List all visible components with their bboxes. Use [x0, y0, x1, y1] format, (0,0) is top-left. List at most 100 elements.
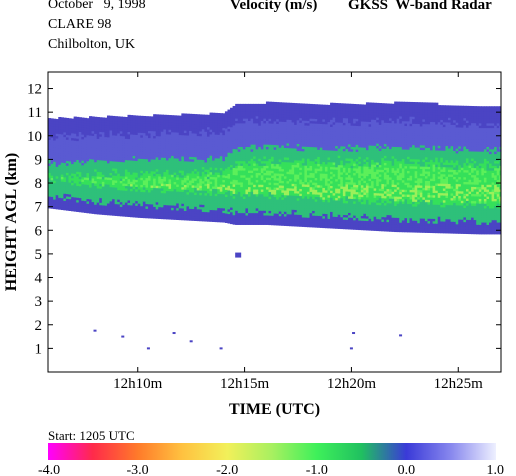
- heatmap-cell: [96, 119, 100, 123]
- heatmap-cell: [250, 165, 254, 169]
- heatmap-cell: [106, 160, 111, 164]
- heatmap-cell: [230, 216, 234, 220]
- heatmap-cell: [283, 147, 288, 151]
- heatmap-cell: [181, 115, 185, 119]
- heatmap-cell: [194, 218, 198, 221]
- heatmap-cell: [224, 182, 229, 186]
- heatmap-cell: [281, 159, 285, 163]
- heatmap-cell: [240, 158, 244, 162]
- heatmap-cell: [191, 149, 195, 153]
- heatmap-cell: [278, 170, 282, 174]
- heatmap-cell: [73, 149, 77, 153]
- heatmap-cell: [73, 142, 77, 146]
- heatmap-cell: [309, 191, 313, 195]
- heatmap-cell: [263, 158, 267, 162]
- heatmap-cell: [68, 144, 72, 148]
- heatmap-cell: [304, 157, 308, 161]
- heatmap-cell: [171, 171, 175, 175]
- heatmap-cell: [209, 152, 213, 156]
- heatmap-cell: [73, 203, 77, 207]
- heatmap-cell: [268, 179, 272, 183]
- heatmap-cell: [317, 144, 321, 148]
- heatmap-cell: [322, 222, 326, 226]
- heatmap-cell: [71, 139, 75, 143]
- heatmap-cell: [201, 123, 206, 127]
- heatmap-cell: [268, 163, 272, 167]
- heatmap-cell: [191, 177, 195, 181]
- heatmap-cell: [283, 211, 288, 215]
- heatmap-cell: [209, 136, 213, 140]
- heatmap-cell: [50, 153, 54, 157]
- heatmap-cell: [122, 126, 126, 130]
- heatmap-cell: [189, 184, 193, 188]
- heatmap-cell: [227, 199, 231, 203]
- heatmap-cell: [55, 199, 59, 203]
- heatmap-cell: [283, 133, 288, 137]
- heatmap-cell: [314, 222, 318, 226]
- heatmap-cell: [50, 175, 54, 179]
- heatmap-cell: [76, 206, 80, 210]
- heatmap-cell: [181, 214, 185, 218]
- heatmap-cell: [122, 119, 126, 123]
- heatmap-cell: [104, 176, 108, 180]
- heatmap-cell: [289, 138, 293, 142]
- heatmap-cell: [265, 106, 270, 110]
- heatmap-cell: [165, 145, 170, 149]
- heatmap-cell: [201, 194, 206, 198]
- heatmap-cell: [324, 168, 329, 172]
- heatmap-cell: [122, 147, 126, 151]
- heatmap-cell: [145, 139, 149, 143]
- heatmap-cell: [301, 122, 306, 126]
- heatmap-cell: [281, 185, 285, 189]
- heatmap-cell: [268, 186, 272, 190]
- heatmap-cell: [150, 192, 154, 195]
- heatmap-cell: [109, 151, 113, 155]
- heatmap-cell: [255, 129, 259, 133]
- heatmap-cell: [63, 150, 67, 154]
- heatmap-cell: [176, 155, 180, 159]
- heatmap-cell: [304, 212, 308, 216]
- heatmap-cell: [142, 139, 147, 143]
- heatmap-cell: [324, 128, 329, 132]
- heatmap-cell: [230, 124, 234, 128]
- heatmap-cell: [306, 136, 311, 140]
- heatmap-cell: [112, 153, 116, 157]
- heatmap-cell: [171, 152, 175, 156]
- heatmap-cell: [204, 197, 208, 201]
- heatmap-cell: [50, 146, 54, 150]
- heatmap-cell: [224, 156, 229, 160]
- heatmap-cell: [253, 217, 257, 221]
- heatmap-cell: [176, 186, 180, 190]
- heatmap-cell: [60, 174, 64, 177]
- heatmap-cell: [130, 200, 134, 204]
- heatmap-cell: [291, 145, 295, 149]
- heatmap-cell: [109, 115, 113, 119]
- heatmap-cell: [306, 177, 311, 180]
- heatmap-cell: [242, 139, 247, 143]
- heatmap-cell: [148, 130, 152, 134]
- heatmap-cell: [168, 192, 172, 196]
- heatmap-cell: [206, 128, 211, 132]
- heatmap-cell: [304, 172, 308, 176]
- heatmap-cell: [112, 156, 116, 160]
- heatmap-cell: [63, 183, 67, 187]
- heatmap-cell: [289, 166, 293, 170]
- heatmap-cell: [253, 125, 257, 129]
- heatmap-cell: [309, 141, 313, 145]
- heatmap-cell: [230, 218, 234, 222]
- heatmap-cell: [171, 174, 175, 178]
- heatmap-cell: [227, 140, 231, 144]
- heatmap-cell: [204, 204, 208, 208]
- heatmap-cell: [322, 199, 326, 203]
- heatmap-cell: [68, 163, 72, 167]
- heatmap-cell: [112, 196, 116, 200]
- heatmap-cell: [106, 191, 111, 195]
- heatmap-cell: [222, 198, 226, 202]
- heatmap-cell: [276, 104, 280, 108]
- heatmap-cell: [181, 198, 185, 202]
- heatmap-cell: [237, 210, 241, 214]
- heatmap-cell: [271, 104, 275, 108]
- heatmap-cell: [248, 106, 252, 110]
- heatmap-cell: [271, 198, 275, 202]
- heatmap-cell: [106, 124, 111, 128]
